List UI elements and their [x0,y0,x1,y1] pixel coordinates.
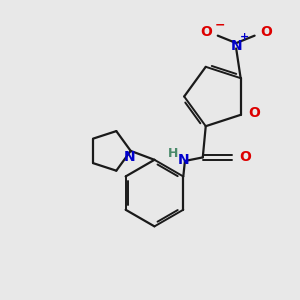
Text: H: H [168,147,178,160]
Text: O: O [239,150,251,164]
Text: N: N [230,39,242,53]
Text: −: − [215,19,225,32]
Text: +: + [240,32,249,42]
Text: O: O [260,25,272,39]
Text: N: N [178,153,189,167]
Text: O: O [200,25,212,39]
Text: O: O [248,106,260,120]
Text: N: N [123,150,135,164]
